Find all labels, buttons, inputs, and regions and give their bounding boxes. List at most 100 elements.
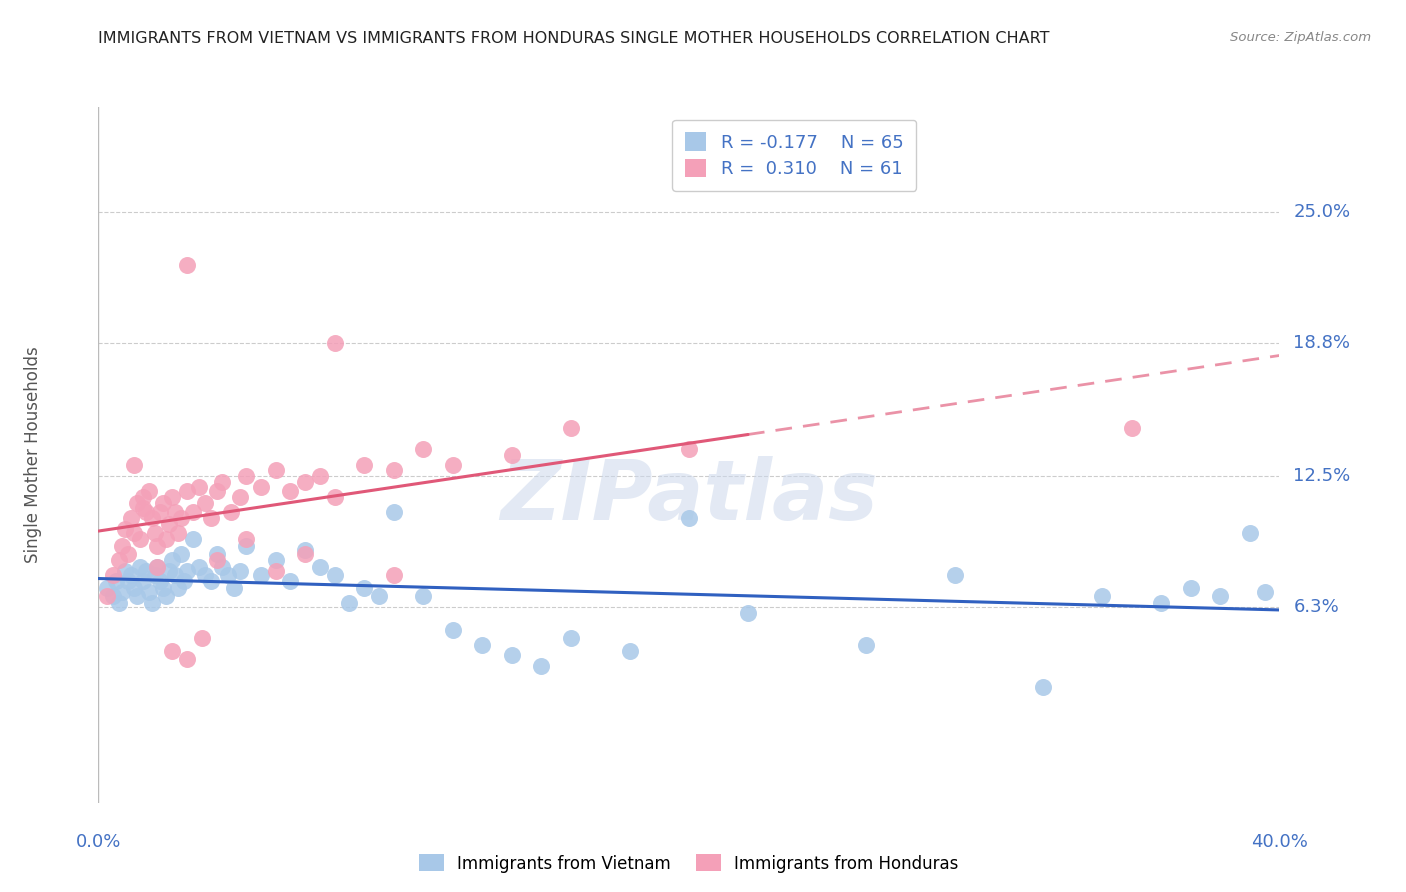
Point (103, 568, 125, 582)
Point (619, 644, 641, 658)
Point (219, 505, 242, 519)
Point (122, 581, 145, 595)
Point (162, 490, 183, 504)
Point (323, 568, 346, 582)
Point (157, 517, 180, 532)
Point (138, 483, 160, 498)
Point (1091, 589, 1114, 603)
Point (146, 559, 169, 574)
Point (235, 539, 257, 553)
Point (264, 564, 287, 578)
Point (337, 595, 360, 609)
Point (309, 559, 332, 574)
Point (323, 490, 346, 504)
Point (235, 469, 257, 483)
Point (120, 568, 142, 582)
Point (146, 539, 169, 553)
Point (1032, 680, 1054, 694)
Point (146, 559, 169, 574)
Point (264, 463, 287, 477)
Point (141, 595, 163, 609)
Point (181, 505, 204, 519)
Point (855, 638, 877, 652)
Point (224, 581, 246, 595)
Point (560, 420, 582, 434)
Point (211, 475, 233, 490)
Point (103, 589, 125, 603)
Point (173, 574, 195, 589)
Point (132, 574, 155, 589)
Point (111, 585, 134, 599)
Point (382, 568, 405, 582)
Text: 12.5%: 12.5% (1294, 467, 1351, 485)
Point (530, 658, 553, 673)
Point (167, 525, 190, 540)
Point (120, 511, 142, 525)
Point (155, 533, 177, 547)
Point (122, 458, 145, 473)
Point (149, 574, 172, 589)
Point (152, 581, 174, 595)
Point (353, 458, 375, 473)
Text: 0.0%: 0.0% (76, 833, 121, 851)
Point (678, 511, 700, 525)
Point (132, 500, 155, 515)
Point (170, 511, 193, 525)
Point (309, 469, 332, 483)
Point (138, 585, 160, 599)
Point (181, 533, 204, 547)
Text: 40.0%: 40.0% (1251, 833, 1308, 851)
Point (108, 595, 131, 609)
Point (368, 589, 391, 603)
Point (149, 505, 172, 519)
Point (200, 511, 222, 525)
Point (162, 553, 183, 567)
Text: 18.8%: 18.8% (1294, 334, 1350, 352)
Point (294, 542, 316, 557)
Point (1180, 581, 1202, 595)
Point (96, 581, 118, 595)
Point (170, 547, 193, 561)
Point (501, 448, 523, 462)
Point (176, 483, 198, 498)
Point (250, 568, 273, 582)
Point (132, 490, 155, 504)
Point (141, 511, 163, 525)
Point (217, 568, 239, 582)
Point (501, 648, 523, 663)
Text: IMMIGRANTS FROM VIETNAM VS IMMIGRANTS FROM HONDURAS SINGLE MOTHER HOUSEHOLDS COR: IMMIGRANTS FROM VIETNAM VS IMMIGRANTS FR… (98, 31, 1050, 46)
Point (1239, 525, 1261, 540)
Point (165, 568, 187, 582)
Text: Single Mother Households: Single Mother Households (24, 347, 42, 563)
Point (264, 553, 287, 567)
Point (176, 652, 198, 666)
Point (114, 522, 136, 536)
Legend: R = -0.177    N = 65, R =  0.310    N = 61: R = -0.177 N = 65, R = 0.310 N = 61 (672, 120, 917, 191)
Point (382, 463, 405, 477)
Point (187, 559, 209, 574)
Point (105, 574, 128, 589)
Point (125, 589, 148, 603)
Point (205, 547, 228, 561)
Point (114, 564, 136, 578)
Legend: Immigrants from Vietnam, Immigrants from Honduras: Immigrants from Vietnam, Immigrants from… (412, 847, 966, 880)
Point (111, 539, 134, 553)
Point (1150, 595, 1173, 609)
Point (162, 644, 183, 658)
Point (155, 589, 177, 603)
Point (250, 479, 273, 493)
Point (128, 533, 150, 547)
Point (117, 574, 139, 589)
Point (211, 559, 233, 574)
Point (205, 483, 228, 498)
Point (194, 568, 217, 582)
Point (412, 442, 434, 456)
Point (278, 574, 302, 589)
Point (96, 589, 118, 603)
Point (135, 505, 157, 519)
Point (176, 258, 198, 272)
Point (152, 496, 174, 510)
Point (441, 623, 464, 637)
Text: 25.0%: 25.0% (1294, 203, 1351, 221)
Point (143, 568, 166, 582)
